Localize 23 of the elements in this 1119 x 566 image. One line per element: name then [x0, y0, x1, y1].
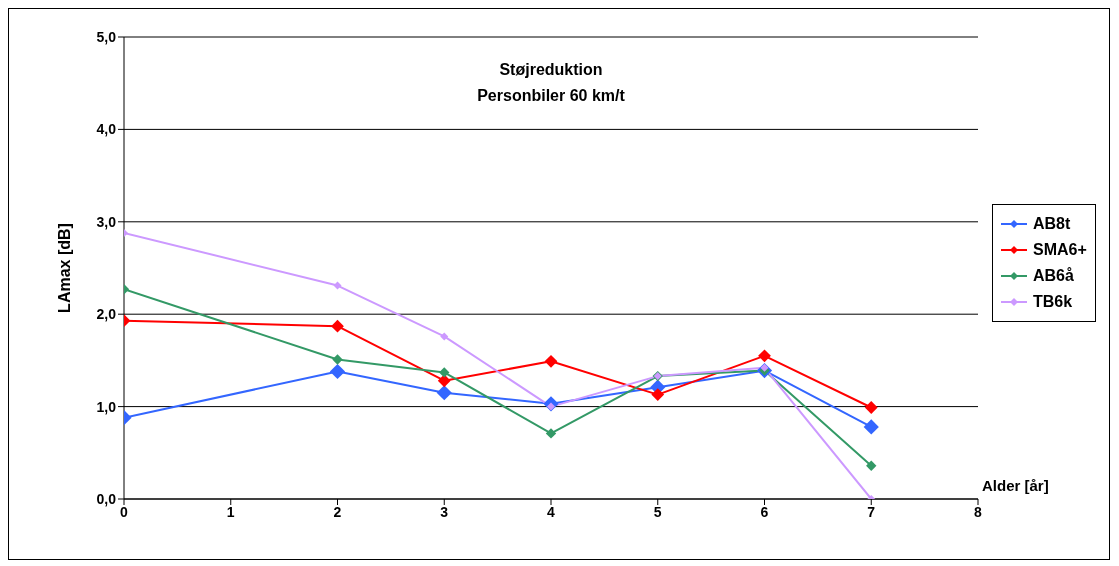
legend-label: AB8t [1033, 214, 1071, 234]
y-tick-label: 2,0 [96, 306, 117, 323]
x-tick-label: 1 [226, 503, 235, 520]
y-tick-label: 3,0 [96, 213, 117, 230]
x-axis-title: Alder [år] [982, 477, 1049, 494]
legend-label: AB6å [1033, 266, 1074, 286]
x-tick-label: 0 [120, 503, 129, 520]
x-tick-label: 8 [974, 503, 983, 520]
x-tick-label: 4 [547, 503, 556, 520]
x-tick-label: 3 [440, 503, 449, 520]
x-tick-label: 6 [760, 503, 769, 520]
x-tick-label: 2 [333, 503, 342, 520]
y-tick-label: 4,0 [96, 121, 117, 138]
y-tick-label: 1,0 [96, 398, 117, 415]
y-tick-label: 0,0 [96, 490, 117, 507]
legend-label: SMA6+ [1033, 240, 1087, 260]
text: Støjreduktion [498, 60, 604, 80]
text: Personbiler 60 km/t [476, 86, 626, 106]
y-tick-label: 5,0 [96, 28, 117, 45]
x-tick-label: 5 [653, 503, 662, 520]
legend-label: TB6k [1033, 292, 1073, 312]
y-axis-title: LAmax [dB] [55, 223, 73, 313]
x-tick-label: 7 [867, 503, 876, 520]
